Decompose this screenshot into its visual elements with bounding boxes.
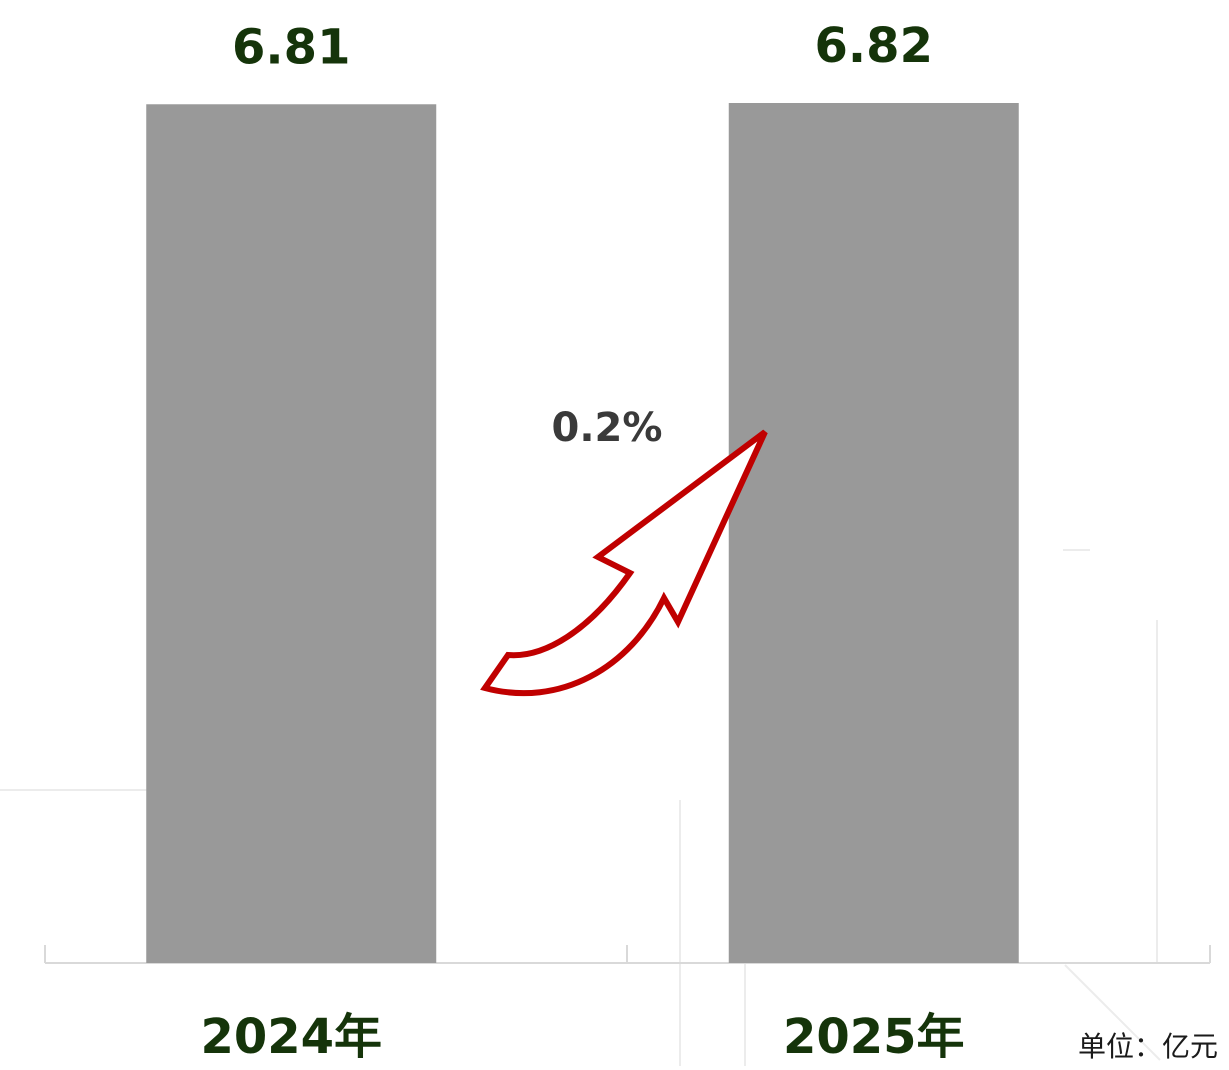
value-label: 6.81 — [232, 19, 350, 75]
value-label: 6.82 — [815, 18, 933, 74]
bar — [728, 103, 1019, 963]
growth-arrow — [480, 429, 768, 697]
x-tick-label: 2024年 — [200, 1009, 382, 1065]
decor-line — [1064, 964, 1161, 1061]
change-annotation: 0.2% — [552, 405, 663, 451]
unit-label: 单位：亿元 — [1078, 1030, 1218, 1063]
bar — [146, 104, 437, 964]
x-tick-label: 2025年 — [783, 1009, 965, 1065]
